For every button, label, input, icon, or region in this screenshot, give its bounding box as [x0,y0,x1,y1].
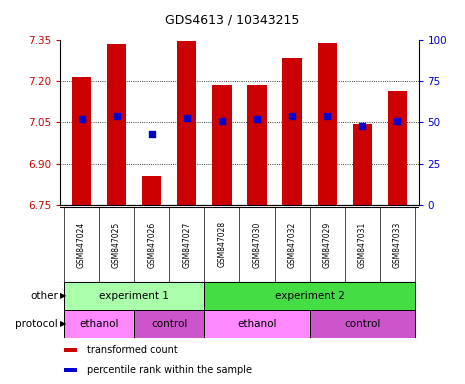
Bar [134,310,205,338]
Point [253,116,261,122]
Bar [318,43,337,205]
Bar [388,91,407,205]
Bar [64,348,77,351]
Bar [310,310,415,338]
Point [148,131,155,137]
Text: GSM847028: GSM847028 [218,221,226,268]
Bar [282,58,302,205]
Bar [177,41,197,205]
Point [394,118,401,124]
Point [288,113,296,119]
Text: percentile rank within the sample: percentile rank within the sample [87,365,252,375]
Text: control: control [151,319,187,329]
Text: ▶: ▶ [60,291,66,300]
Text: other: other [30,291,58,301]
Text: GSM847025: GSM847025 [112,221,121,268]
Bar [142,176,161,205]
Text: transformed count: transformed count [87,345,178,355]
Text: experiment 2: experiment 2 [275,291,345,301]
Point [113,113,120,119]
Bar [64,369,77,372]
Text: control: control [344,319,380,329]
Bar [107,44,126,205]
Text: ethanol: ethanol [80,319,119,329]
Text: ethanol: ethanol [237,319,277,329]
Text: GSM847024: GSM847024 [77,221,86,268]
Text: experiment 1: experiment 1 [99,291,169,301]
Point [218,118,226,124]
Text: GSM847026: GSM847026 [147,221,156,268]
Bar [64,282,205,310]
Text: GSM847033: GSM847033 [393,221,402,268]
Text: GSM847032: GSM847032 [288,221,297,268]
Point [78,116,85,122]
Bar [72,77,91,205]
Bar [64,310,134,338]
Bar [205,310,310,338]
Point [359,123,366,129]
Text: GSM847031: GSM847031 [358,221,367,268]
Text: GSM847027: GSM847027 [182,221,191,268]
Bar [247,85,267,205]
Point [324,113,331,119]
Text: GSM847029: GSM847029 [323,221,332,268]
Text: GSM847030: GSM847030 [252,221,261,268]
Bar [212,85,232,205]
Bar [352,124,372,205]
Text: GDS4613 / 10343215: GDS4613 / 10343215 [166,13,299,26]
Text: ▶: ▶ [60,319,66,328]
Point [183,114,191,121]
Text: protocol: protocol [15,319,58,329]
Bar [205,282,415,310]
